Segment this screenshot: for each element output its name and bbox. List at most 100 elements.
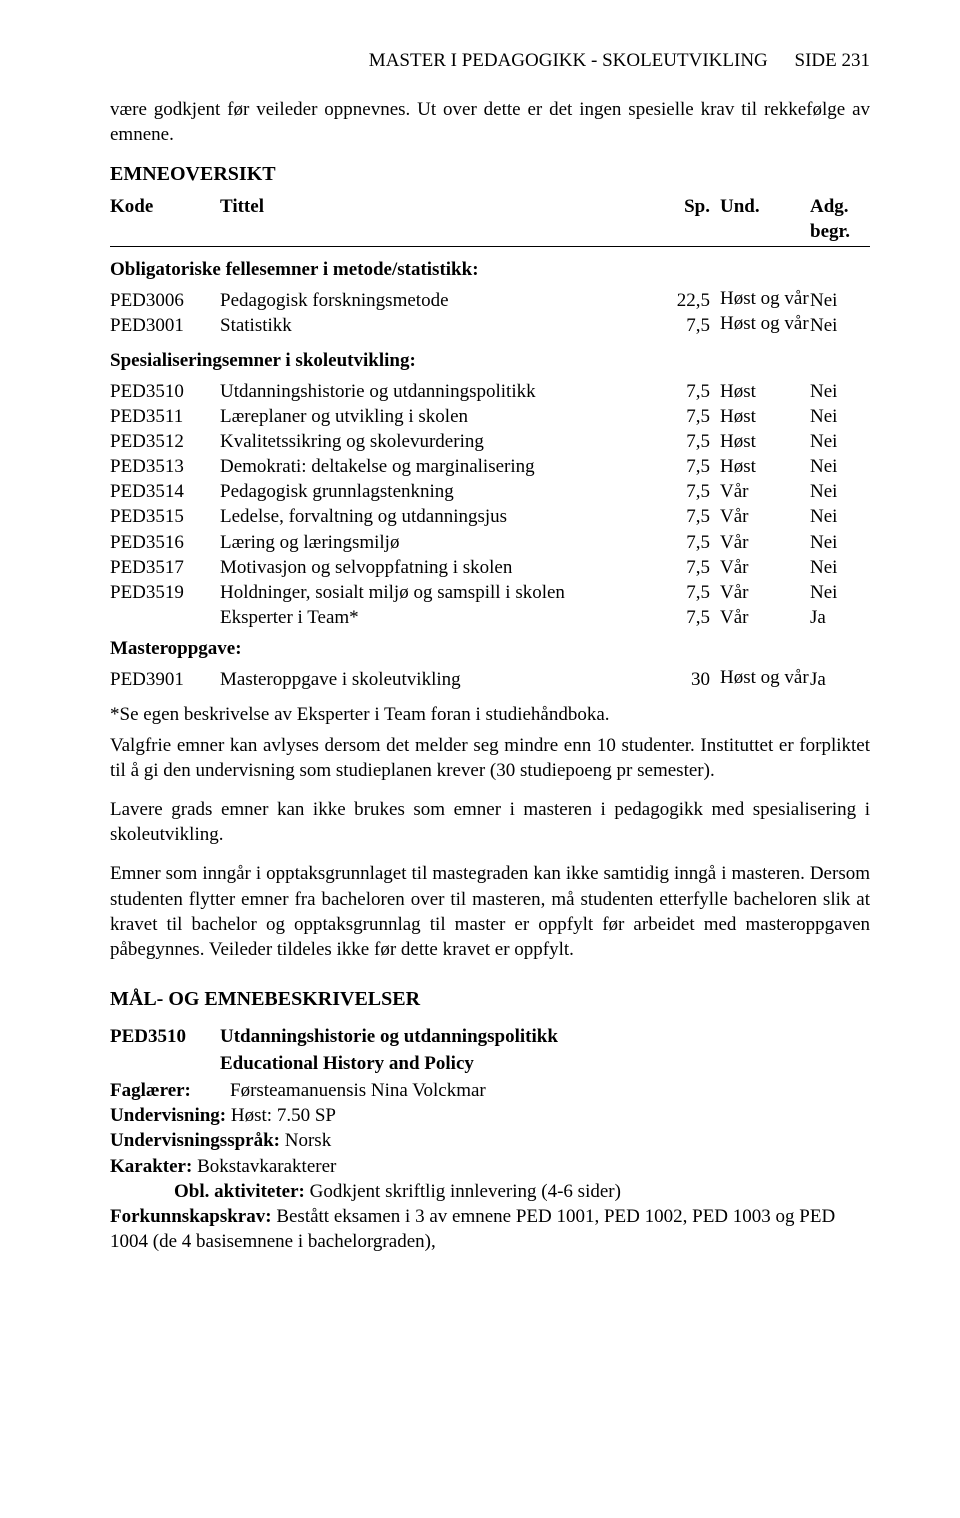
cell-title: Statistikk <box>220 313 652 338</box>
cell-kode: PED3901 <box>110 667 220 692</box>
paragraph-opptak: Emner som inngår i opptaksgrunnlaget til… <box>110 861 870 961</box>
cell-kode: PED3513 <box>110 454 220 479</box>
cell-adg: Nei <box>810 530 870 555</box>
paragraph-valgfrie: Valgfrie emner kan avlyses dersom det me… <box>110 733 870 783</box>
col-header-und: Und. <box>720 194 810 244</box>
cell-sp: 7,5 <box>652 479 720 504</box>
faglaerer-label: Faglærer: <box>110 1078 230 1103</box>
group1-heading: Obligatoriske fellesemner i metode/stati… <box>110 257 870 282</box>
cell-kode: PED3511 <box>110 404 220 429</box>
forkunnskap-label: Forkunnskapskrav: <box>110 1206 272 1227</box>
table-row: PED3513 Demokrati: deltakelse og margina… <box>110 454 870 479</box>
cell-title: Pedagogisk forskningsmetode <box>220 288 652 313</box>
cell-title: Pedagogisk grunnlagstenkning <box>220 479 652 504</box>
cell-und: Vår <box>720 530 810 555</box>
header-right: SIDE 231 <box>795 48 870 73</box>
cell-und: Høst <box>720 454 810 479</box>
cell-und: Vår <box>720 580 810 605</box>
course-block: PED3510 Utdanningshistorie og utdannings… <box>110 1024 870 1254</box>
course-title-row: PED3510 Utdanningshistorie og utdannings… <box>110 1024 870 1049</box>
course-table: Kode Tittel Sp. Und. Adg. begr. Obligato… <box>110 194 870 692</box>
cell-kode: PED3001 <box>110 313 220 338</box>
cell-und: Vår <box>720 555 810 580</box>
paragraph-laveregrads: Lavere grads emner kan ikke brukes som e… <box>110 797 870 847</box>
col-header-sp: Sp. <box>652 194 720 244</box>
col-header-adg: Adg. begr. <box>810 194 870 244</box>
sprak-value: Norsk <box>285 1130 331 1151</box>
cell-und: Vår <box>720 479 810 504</box>
faglaerer-row: Faglærer: Førsteamanuensis Nina Volckmar <box>110 1078 870 1103</box>
cell-sp: 7,5 <box>652 313 720 338</box>
cell-adg: Nei <box>810 454 870 479</box>
course-code: PED3510 <box>110 1024 220 1049</box>
undervisning-label: Undervisning: <box>110 1105 226 1126</box>
cell-sp: 7,5 <box>652 429 720 454</box>
undervisning-value: Høst: 7.50 SP <box>231 1105 336 1126</box>
faglaerer-value: Førsteamanuensis Nina Volckmar <box>230 1078 486 1103</box>
cell-adg: Nei <box>810 580 870 605</box>
cell-und: Høst og vår <box>720 667 810 689</box>
cell-adg: Ja <box>810 605 870 630</box>
cell-sp: 7,5 <box>652 454 720 479</box>
header-left: MASTER I PEDAGOGIKK - SKOLEUTVIKLING <box>369 48 768 73</box>
table-header-row: Kode Tittel Sp. Und. Adg. begr. <box>110 194 870 247</box>
cell-und: Vår <box>720 504 810 529</box>
cell-sp: 7,5 <box>652 605 720 630</box>
cell-title: Læring og læringsmiljø <box>220 530 652 555</box>
cell-title: Læreplaner og utvikling i skolen <box>220 404 652 429</box>
obl-value: Godkjent skriftlig innlevering (4-6 side… <box>310 1181 621 1202</box>
intro-paragraph: være godkjent før veileder oppnevnes. Ut… <box>110 97 870 147</box>
forkunnskap-row: Forkunnskapskrav: Bestått eksamen i 3 av… <box>110 1204 870 1254</box>
table-row: PED3006 Pedagogisk forskningsmetode 22,5… <box>110 288 870 313</box>
obl-label: Obl. aktiviteter: <box>174 1181 305 1202</box>
cell-sp: 7,5 <box>652 379 720 404</box>
table-row: PED3001 Statistikk 7,5 Høst og vår Nei <box>110 313 870 338</box>
table-row: PED3901 Masteroppgave i skoleutvikling 3… <box>110 667 870 692</box>
cell-und: Høst <box>720 379 810 404</box>
emneoversikt-title: EMNEOVERSIKT <box>110 161 870 187</box>
table-row: PED3517 Motivasjon og selvoppfatning i s… <box>110 555 870 580</box>
page-container: MASTER I PEDAGOGIKK - SKOLEUTVIKLING SID… <box>0 0 960 1302</box>
obl-row: Obl. aktiviteter: Godkjent skriftlig inn… <box>174 1179 870 1204</box>
table-row: PED3514 Pedagogisk grunnlagstenkning 7,5… <box>110 479 870 504</box>
karakter-row: Karakter: Bokstavkarakterer <box>110 1154 870 1179</box>
table-row: PED3519 Holdninger, sosialt miljø og sam… <box>110 580 870 605</box>
cell-adg: Nei <box>810 504 870 529</box>
cell-sp: 7,5 <box>652 530 720 555</box>
course-title-no: Utdanningshistorie og utdanningspolitikk <box>220 1024 558 1049</box>
footnote-eit: *Se egen beskrivelse av Eksperter i Team… <box>110 702 870 727</box>
cell-adg: Nei <box>810 555 870 580</box>
table-row: PED3516 Læring og læringsmiljø 7,5 Vår N… <box>110 530 870 555</box>
cell-adg: Nei <box>810 479 870 504</box>
cell-adg: Nei <box>810 379 870 404</box>
cell-adg: Ja <box>810 667 870 692</box>
undervisning-row: Undervisning: Høst: 7.50 SP <box>110 1103 870 1128</box>
cell-kode: PED3006 <box>110 288 220 313</box>
cell-title: Motivasjon og selvoppfatning i skolen <box>220 555 652 580</box>
cell-kode: PED3512 <box>110 429 220 454</box>
cell-kode: PED3517 <box>110 555 220 580</box>
cell-kode: PED3516 <box>110 530 220 555</box>
col-header-kode: Kode <box>110 194 220 244</box>
cell-title: Utdanningshistorie og utdanningspolitikk <box>220 379 652 404</box>
sprak-row: Undervisningsspråk: Norsk <box>110 1128 870 1153</box>
cell-sp: 7,5 <box>652 404 720 429</box>
group2-heading: Spesialiseringsemner i skoleutvikling: <box>110 348 870 373</box>
cell-kode: PED3515 <box>110 504 220 529</box>
table-row: PED3515 Ledelse, forvaltning og utdannin… <box>110 504 870 529</box>
cell-kode: PED3514 <box>110 479 220 504</box>
cell-und: Vår <box>720 605 810 630</box>
cell-title: Demokrati: deltakelse og marginalisering <box>220 454 652 479</box>
table-row: PED3512 Kvalitetssikring og skolevurderi… <box>110 429 870 454</box>
cell-adg: Nei <box>810 313 870 338</box>
cell-kode: PED3510 <box>110 379 220 404</box>
cell-title: Masteroppgave i skoleutvikling <box>220 667 652 692</box>
table-row: Eksperter i Team* 7,5 Vår Ja <box>110 605 870 630</box>
cell-und: Høst <box>720 404 810 429</box>
cell-sp: 7,5 <box>652 580 720 605</box>
table-row: PED3511 Læreplaner og utvikling i skolen… <box>110 404 870 429</box>
sprak-label: Undervisningsspråk: <box>110 1130 280 1151</box>
cell-title: Eksperter i Team* <box>220 605 652 630</box>
table-row: PED3510 Utdanningshistorie og utdannings… <box>110 379 870 404</box>
cell-sp: 7,5 <box>652 555 720 580</box>
